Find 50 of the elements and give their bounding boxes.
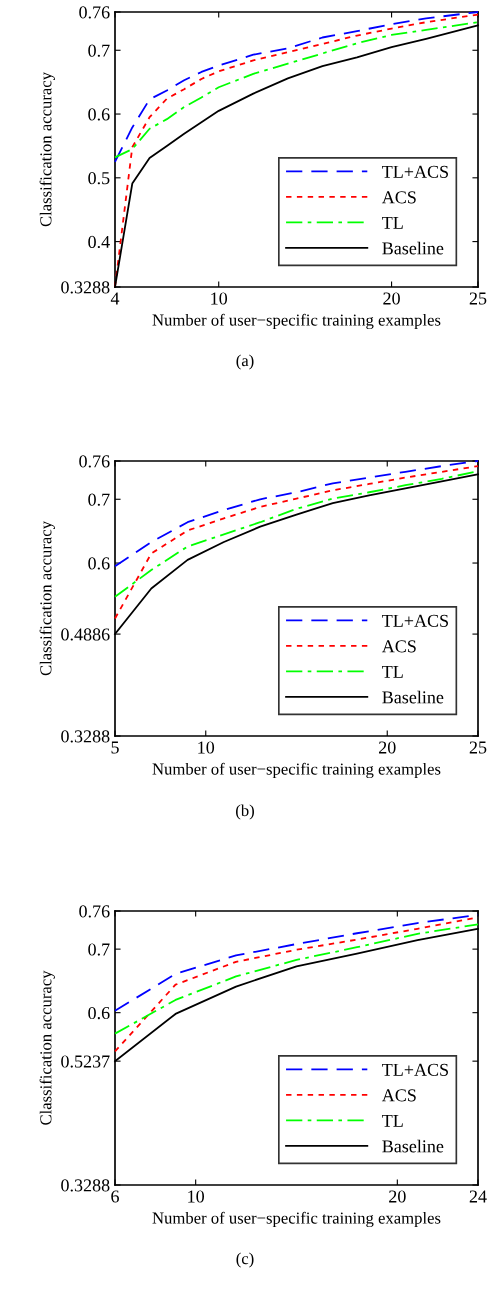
x-tick-label: 25 (469, 741, 487, 754)
text: (a) (236, 354, 254, 370)
legend-label: Baseline (382, 241, 444, 255)
x-tick-label: 10 (198, 741, 215, 754)
y-tick-label: 0.6 (88, 108, 110, 121)
legend-label: TL (382, 216, 403, 229)
y-tick-label: 0.7 (88, 943, 110, 956)
x-tick-label: 20 (389, 1190, 406, 1203)
legend-label: TL (382, 665, 403, 678)
y-axis-title: Classification accuracy (39, 970, 55, 1125)
y-tick-label: 0.5237 (61, 1055, 110, 1068)
y-tick-label: 0.7 (88, 44, 110, 57)
y-tick-label: 0.3288 (61, 281, 110, 294)
x-tick-label: 20 (383, 292, 400, 305)
x-tick-label: 24 (469, 1190, 487, 1203)
x-axis-title: Number of user−specific training examples (152, 313, 441, 330)
y-tick-label: 0.4 (88, 235, 110, 249)
y-tick-label: 0.76 (79, 455, 110, 468)
x-tick-label: 4 (110, 292, 120, 305)
legend-label: Baseline (382, 690, 444, 704)
y-axis-title: Classification accuracy (39, 72, 55, 227)
x-tick-label: 10 (211, 292, 228, 305)
y-tick-label: 0.6 (88, 1006, 110, 1020)
legend-label: TL+ACS (382, 165, 448, 178)
legend-label: TL+ACS (382, 614, 448, 627)
line-series (114, 923, 479, 1035)
x-tick-label: 10 (188, 1190, 205, 1203)
y-tick-label: 0.5 (88, 172, 110, 185)
legend-label: ACS (381, 640, 416, 653)
text: (c) (236, 1252, 254, 1268)
y-tick-label: 0.6 (88, 557, 110, 570)
x-tick-label: 25 (469, 292, 487, 305)
legend-label: ACS (381, 1089, 416, 1102)
x-tick-label: 20 (379, 741, 396, 754)
text: (b) (236, 804, 254, 820)
y-tick-label: 0.3288 (61, 730, 110, 743)
y-tick-label: 0.4886 (61, 628, 110, 641)
x-axis-title: Number of user−specific training examples (152, 762, 441, 779)
y-tick-label: 0.76 (79, 905, 110, 918)
legend-label: TL+ACS (382, 1063, 448, 1076)
legend-label: Baseline (382, 1139, 444, 1153)
y-tick-label: 0.7 (88, 493, 110, 506)
y-axis-title: Classification accuracy (39, 521, 55, 676)
legend-label: TL (382, 1114, 403, 1127)
x-tick-label: 5 (111, 741, 119, 754)
legend-label: ACS (381, 191, 416, 204)
y-tick-label: 0.3288 (61, 1179, 110, 1192)
x-tick-label: 6 (111, 1190, 119, 1203)
x-axis-title: Number of user−specific training examples (152, 1211, 441, 1228)
y-tick-label: 0.76 (79, 6, 110, 19)
